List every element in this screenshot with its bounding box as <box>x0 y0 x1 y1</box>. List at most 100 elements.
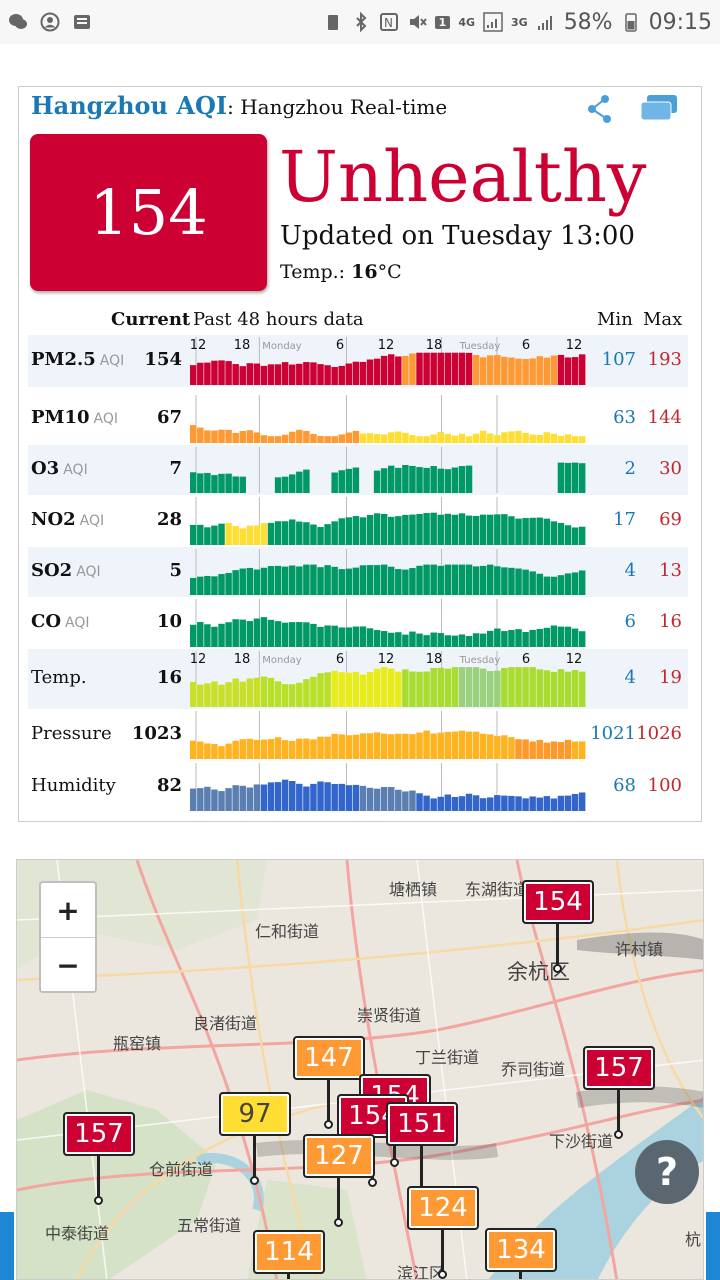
edge-tab-right[interactable] <box>706 1212 720 1280</box>
history-bar <box>296 622 303 647</box>
history-bar <box>359 565 367 595</box>
history-bar <box>352 361 360 385</box>
history-bar <box>345 363 353 385</box>
history-bar <box>225 572 232 595</box>
aqi-station-marker[interactable]: 114 <box>253 1230 325 1274</box>
history-bar <box>225 788 232 811</box>
history-bar <box>289 684 296 707</box>
city-aqi-title[interactable]: Hangzhou AQI <box>31 91 228 120</box>
history-bar <box>253 432 261 443</box>
max-value: 193 <box>647 349 682 370</box>
history-bar <box>423 730 430 759</box>
history-chart[interactable]: 12 18 Monday 6 12 18 Tuesday 6 12 <box>190 651 586 707</box>
time-axis-label: 12 <box>378 652 395 667</box>
zoom-control: + − <box>39 881 97 993</box>
history-bar <box>402 569 409 595</box>
history-bar <box>239 431 246 443</box>
history-bar <box>324 524 331 545</box>
history-bar <box>416 633 423 647</box>
history-chart[interactable] <box>190 447 586 493</box>
history-bar <box>501 667 508 707</box>
history-bar <box>289 474 296 493</box>
history-bar <box>296 521 303 545</box>
history-chart[interactable] <box>190 497 586 545</box>
history-bar <box>444 564 452 595</box>
history-bar <box>472 795 480 811</box>
aqi-station-marker[interactable]: 127 <box>303 1134 375 1178</box>
help-button[interactable]: ? <box>635 1140 699 1204</box>
history-chart[interactable] <box>190 549 586 595</box>
history-bar <box>345 468 353 493</box>
history-bar <box>557 626 565 647</box>
history-bar <box>508 795 515 811</box>
history-bar <box>416 352 423 385</box>
history-chart[interactable] <box>190 711 586 759</box>
history-bar <box>529 571 536 595</box>
history-bar <box>289 565 296 595</box>
history-bar <box>536 435 543 443</box>
min-value: 2 <box>624 458 636 479</box>
history-bar <box>423 513 430 545</box>
history-bar <box>246 567 254 595</box>
history-bar <box>402 791 409 811</box>
history-chart[interactable] <box>190 395 586 443</box>
time-axis-label: Monday <box>262 655 302 666</box>
history-bar <box>388 432 395 443</box>
share-icon[interactable] <box>583 93 615 125</box>
history-chart[interactable] <box>190 599 586 647</box>
history-bar <box>416 671 423 707</box>
history-bar <box>529 667 536 707</box>
history-bar <box>550 355 558 385</box>
aqi-station-marker[interactable]: 154 <box>522 880 594 924</box>
place-label: 乔司街道 <box>501 1060 566 1079</box>
history-bar <box>402 432 409 443</box>
history-bar <box>479 357 487 385</box>
history-bar <box>479 514 487 545</box>
history-bar <box>529 358 536 385</box>
history-bar <box>225 473 232 493</box>
history-bar <box>211 475 218 493</box>
history-bar <box>232 740 239 759</box>
history-bar <box>578 631 586 647</box>
history-bar <box>274 737 282 759</box>
history-chart[interactable] <box>190 763 586 811</box>
history-bar <box>380 513 388 545</box>
aqi-station-marker[interactable]: 157 <box>583 1046 655 1090</box>
zoom-out-button[interactable]: − <box>56 948 80 982</box>
aqi-station-marker[interactable]: 157 <box>63 1112 135 1156</box>
row-so2: SO2 AQI 5 4 13 <box>28 547 688 597</box>
history-bar <box>267 677 275 707</box>
aqi-station-marker[interactable]: 134 <box>485 1228 557 1272</box>
edge-tab-left[interactable] <box>0 1212 14 1280</box>
pollutant-name: Humidity <box>31 775 116 796</box>
history-bar <box>423 436 430 443</box>
display-mode-icon[interactable] <box>639 93 679 125</box>
aqi-station-marker[interactable]: 147 <box>293 1036 365 1080</box>
history-bar <box>494 435 501 443</box>
zoom-in-button[interactable]: + <box>41 883 95 938</box>
history-bar <box>345 432 353 443</box>
history-chart[interactable]: 12 18 Monday 6 12 18 Tuesday 6 12 <box>190 337 586 385</box>
history-bar <box>388 354 395 385</box>
aqi-station-marker[interactable]: 124 <box>407 1186 479 1230</box>
history-bar <box>352 567 360 595</box>
aqi-station-marker[interactable]: 151 <box>386 1102 458 1146</box>
history-bar <box>472 515 480 545</box>
history-bar <box>465 636 473 647</box>
history-bar <box>218 623 225 647</box>
history-bar <box>388 787 395 811</box>
history-bar <box>204 362 211 385</box>
history-bar <box>373 630 381 647</box>
history-bar <box>571 628 579 647</box>
aqi-station-marker[interactable]: 97 <box>219 1092 291 1136</box>
history-bar <box>388 465 395 493</box>
history-bar <box>571 357 579 385</box>
aqi-map[interactable]: + − 塘栖镇 东湖街道 仁和街道 余杭区 许村镇 崇贤街道 良渚街道 瓶窑镇 丁兰街道 乔司街道… <box>16 859 704 1280</box>
marker-pin <box>617 1088 620 1132</box>
history-bar <box>458 513 466 545</box>
history-bar <box>409 568 416 595</box>
history-bar <box>380 564 388 595</box>
history-bar <box>451 667 459 707</box>
history-bar <box>472 731 480 759</box>
clock: 09:15 <box>648 9 712 35</box>
